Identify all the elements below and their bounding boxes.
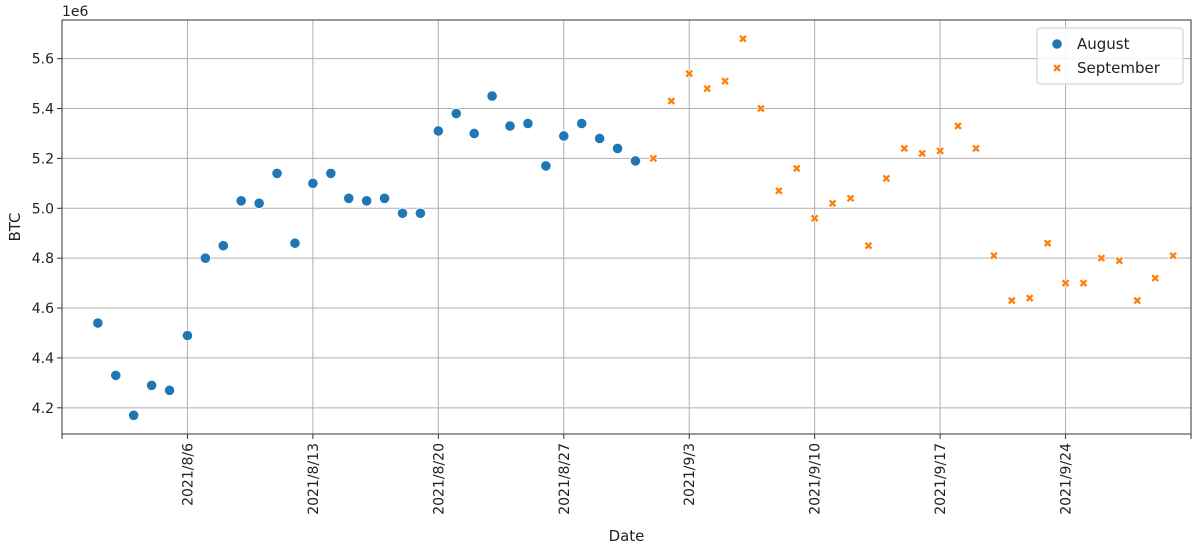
data-point-x bbox=[863, 241, 874, 251]
data-point-circle bbox=[432, 125, 444, 137]
plot-frame bbox=[61, 19, 1192, 435]
data-point-x bbox=[1168, 251, 1178, 261]
data-point-circle bbox=[110, 369, 122, 381]
y-tick-label: 5.4 bbox=[32, 102, 54, 118]
data-point-x bbox=[1114, 256, 1124, 266]
data-point-x bbox=[899, 143, 909, 154]
data-point-circle bbox=[450, 107, 462, 120]
data-point-x bbox=[917, 148, 927, 159]
axes-layer: 4.2 4.4 4.6 4.8 5.0 5.2 5.4 5.6 2021/8/6 2021/8/1… bbox=[32, 52, 1192, 515]
data-point-x bbox=[935, 146, 945, 156]
legend-label: August bbox=[1077, 35, 1130, 53]
legend-box bbox=[1036, 27, 1184, 85]
data-point-circle bbox=[343, 192, 355, 204]
data-point-x bbox=[774, 186, 784, 196]
data-point-circle bbox=[504, 120, 516, 132]
y-tick-label: 5.6 bbox=[32, 52, 54, 68]
y-tick-label: 4.4 bbox=[32, 351, 54, 367]
data-point-x bbox=[953, 121, 963, 131]
data-point-x bbox=[1132, 295, 1142, 306]
data-point-x bbox=[810, 213, 820, 223]
data-point-circle bbox=[558, 130, 570, 142]
points-layer bbox=[92, 34, 1178, 421]
y-tick-label: 4.8 bbox=[32, 251, 54, 267]
data-point-circle bbox=[486, 90, 498, 102]
data-point-circle bbox=[629, 155, 642, 167]
y-tick-label: 4.6 bbox=[32, 301, 54, 317]
data-point-circle bbox=[217, 240, 229, 252]
y-tick-label: 5.2 bbox=[32, 151, 54, 167]
data-point-circle bbox=[414, 207, 427, 219]
x-tick-label: 2021/9/10 bbox=[808, 443, 824, 515]
x-tick-label: 2021/8/13 bbox=[306, 443, 322, 515]
data-point-x bbox=[1007, 295, 1017, 306]
data-point-circle bbox=[361, 195, 373, 207]
data-point-circle bbox=[396, 207, 409, 219]
data-point-x bbox=[1096, 253, 1107, 263]
data-point-x bbox=[1060, 278, 1071, 288]
data-point-x bbox=[1150, 273, 1160, 283]
data-point-x bbox=[738, 34, 748, 44]
x-tick-label: 2021/9/3 bbox=[682, 443, 698, 506]
data-point-circle bbox=[378, 192, 391, 204]
data-point-circle bbox=[540, 160, 552, 172]
data-point-x bbox=[666, 96, 676, 106]
data-point-circle bbox=[522, 117, 534, 130]
data-point-circle bbox=[594, 132, 606, 145]
data-point-x bbox=[1078, 278, 1089, 288]
data-point-x bbox=[827, 198, 838, 208]
x-tick-label: 2021/8/20 bbox=[431, 443, 447, 515]
data-point-x bbox=[881, 173, 891, 183]
data-point-circle bbox=[325, 167, 337, 179]
data-point-x bbox=[1043, 238, 1053, 248]
data-point-circle bbox=[468, 127, 480, 140]
data-point-x bbox=[648, 153, 659, 164]
data-point-x bbox=[845, 193, 856, 203]
y-offset-label: 1e6 bbox=[62, 4, 89, 20]
data-point-x bbox=[971, 143, 981, 154]
data-point-x bbox=[989, 251, 999, 261]
legend-label: September bbox=[1077, 59, 1161, 77]
legend-marker bbox=[1051, 38, 1063, 50]
x-axis-label: Date bbox=[609, 527, 645, 545]
x-tick-label: 2021/8/27 bbox=[557, 443, 573, 515]
data-point-circle bbox=[181, 329, 194, 342]
grid-layer bbox=[62, 20, 1191, 434]
data-point-circle bbox=[289, 237, 301, 249]
data-point-x bbox=[756, 103, 766, 114]
data-point-x bbox=[792, 163, 802, 174]
data-point-circle bbox=[307, 177, 319, 189]
data-point-circle bbox=[128, 409, 140, 421]
legend: August September bbox=[1036, 27, 1184, 85]
x-tick-label: 2021/9/24 bbox=[1059, 443, 1075, 515]
data-point-circle bbox=[235, 195, 247, 207]
data-point-x bbox=[684, 68, 694, 79]
data-point-circle bbox=[146, 379, 158, 391]
data-point-circle bbox=[576, 117, 588, 130]
y-tick-label: 4.2 bbox=[32, 401, 54, 417]
data-point-circle bbox=[271, 167, 283, 179]
legend-marker bbox=[1052, 63, 1062, 73]
x-tick-label: 2021/8/6 bbox=[180, 443, 196, 506]
data-point-circle bbox=[199, 252, 211, 264]
data-point-circle bbox=[92, 317, 104, 329]
data-point-x bbox=[702, 83, 712, 94]
y-tick-label: 5.0 bbox=[32, 201, 54, 217]
data-point-x bbox=[720, 76, 730, 86]
data-point-circle bbox=[253, 197, 265, 209]
x-tick-label: 2021/9/17 bbox=[933, 443, 949, 515]
data-point-circle bbox=[611, 142, 624, 155]
y-axis-label: BTC bbox=[6, 212, 24, 241]
data-point-x bbox=[1025, 293, 1035, 303]
data-point-circle bbox=[163, 384, 176, 396]
